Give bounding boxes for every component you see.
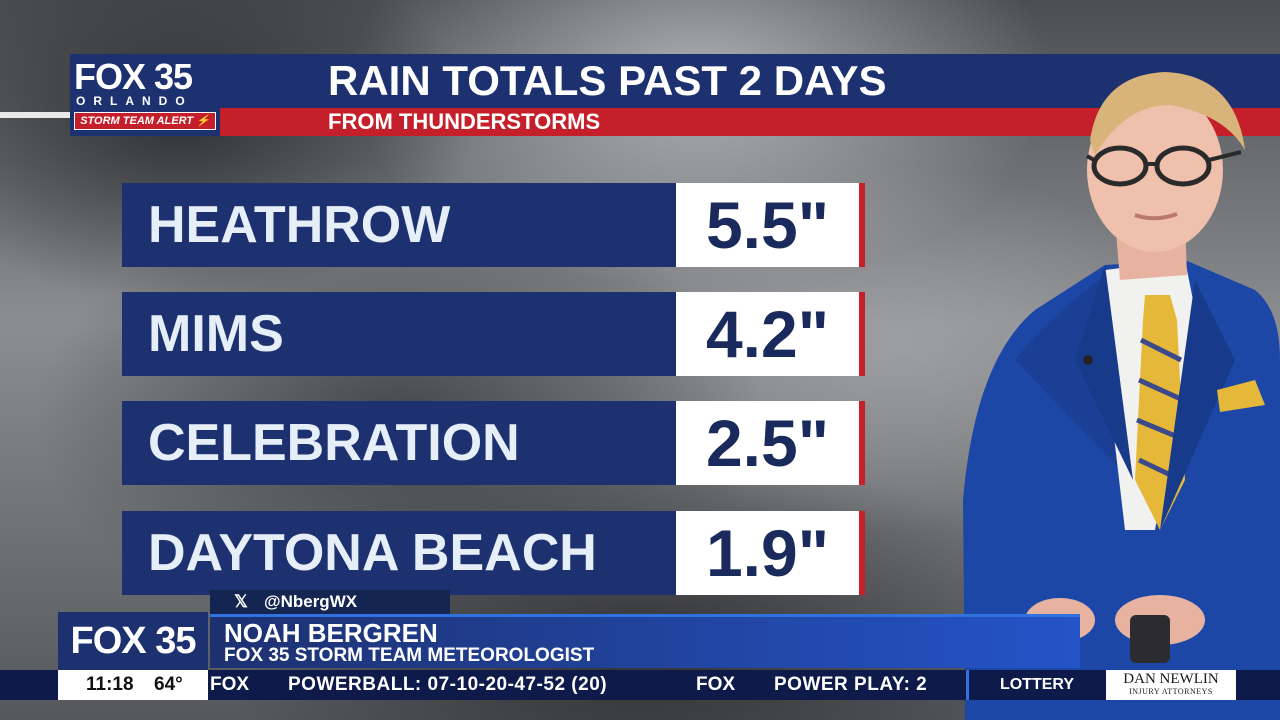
location-name: CELEBRATION	[122, 401, 676, 485]
sponsor-logo: DAN NEWLIN INJURY ATTORNEYS	[1106, 670, 1236, 700]
row-accent	[859, 401, 865, 485]
ticker-fox-logo: FOX	[696, 674, 736, 695]
name-banner-stripe	[210, 614, 1080, 617]
news-ticker	[0, 670, 1280, 700]
ticker-separator	[966, 670, 969, 700]
rain-total-row: HEATHROW 5.5"	[122, 183, 865, 267]
rain-total-row: CELEBRATION 2.5"	[122, 401, 865, 485]
name-banner	[210, 614, 1080, 668]
social-handle: 𝕏 @NbergWX	[210, 590, 450, 614]
meteorologist-figure	[963, 72, 1280, 720]
logo-city: ORLANDO	[76, 94, 193, 108]
x-logo-icon: 𝕏	[234, 592, 248, 611]
station-logo: FOX 35 ORLANDO STORM TEAM ALERT ⚡	[70, 54, 220, 136]
anchor-name: NOAH BERGREN	[224, 618, 438, 648]
row-accent	[859, 292, 865, 376]
subheader-bar	[70, 108, 1280, 136]
sponsor-subtitle: INJURY ATTORNEYS	[1129, 687, 1213, 696]
time-temp-box: 11:18 64°	[58, 670, 208, 700]
rain-amount: 1.9"	[676, 511, 859, 595]
time: 11:18	[86, 674, 134, 695]
ticker-category: LOTTERY	[999, 676, 1075, 693]
graphic-title: RAIN TOTALS PAST 2 DAYS	[328, 57, 887, 104]
logo-alert-badge: STORM TEAM ALERT ⚡	[74, 112, 216, 130]
row-accent	[859, 183, 865, 267]
rain-total-row: MIMS 4.2"	[122, 292, 865, 376]
handle-text: @NbergWX	[264, 592, 358, 611]
rain-amount: 5.5"	[676, 183, 859, 267]
row-accent	[859, 511, 865, 595]
rain-total-row: DAYTONA BEACH 1.9"	[122, 511, 865, 595]
alert-text: STORM TEAM ALERT	[80, 115, 194, 127]
rain-amount: 4.2"	[676, 292, 859, 376]
graphic-subtitle: FROM THUNDERSTORMS	[328, 109, 601, 134]
lower-third-logo: FOX 35	[58, 612, 208, 670]
ticker-item-power-play: POWER PLAY: 2	[774, 674, 928, 695]
rain-amount: 2.5"	[676, 401, 859, 485]
temperature: 64°	[154, 674, 183, 695]
logo-brand: FOX 35	[74, 56, 193, 97]
header-bar	[70, 54, 1280, 108]
ticker-item-powerball: POWERBALL: 07-10-20-47-52 (20)	[288, 674, 608, 695]
anchor-role: FOX 35 STORM TEAM METEOROLOGIST	[224, 645, 595, 666]
sponsor-name: DAN NEWLIN	[1123, 671, 1219, 687]
location-name: HEATHROW	[122, 183, 676, 267]
location-name: MIMS	[122, 292, 676, 376]
location-name: DAYTONA BEACH	[122, 511, 676, 595]
ticker-fox-logo: FOX	[210, 674, 250, 695]
header-accent-line	[0, 112, 70, 118]
